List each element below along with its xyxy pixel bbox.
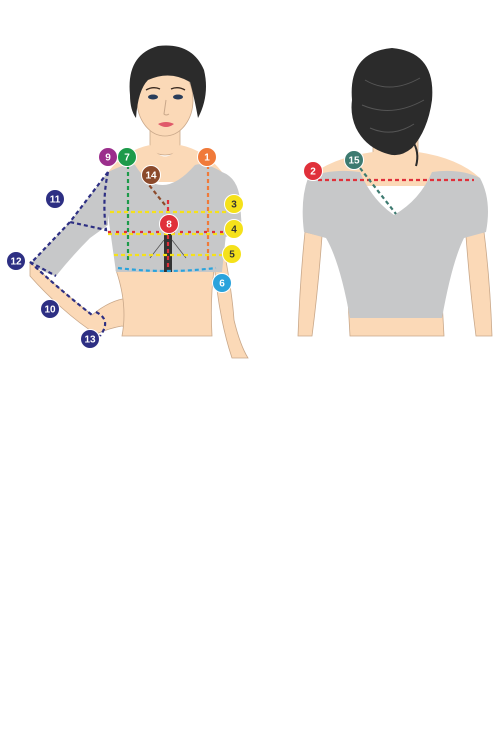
front-eye-left (148, 94, 158, 100)
back-hair-detail-1 (364, 77, 421, 88)
marker-9-circle (98, 147, 118, 167)
marker-2-badge: 2 (303, 161, 323, 181)
front-eyebrow-right (170, 87, 186, 91)
marker-9-badge: 9 (98, 147, 118, 167)
marker-4-label: 4 (231, 225, 237, 236)
back-right-arm (465, 231, 493, 337)
front-eyebrow-left (145, 87, 161, 91)
measurement-lines (29, 165, 474, 337)
marker-10-badge: 10 (40, 299, 60, 319)
marker-6-circle (212, 273, 232, 293)
marker-1-circle (197, 147, 217, 167)
back-blouse (302, 170, 488, 318)
marker-10-label: 10 (44, 305, 56, 316)
marker-3-badge: 3 (224, 194, 244, 214)
front-hair (129, 45, 206, 118)
marker-13-label: 13 (84, 335, 96, 346)
marker-12-badge: 12 (6, 251, 26, 271)
marker-8-circle (159, 214, 179, 234)
marker-9-label: 9 (105, 153, 111, 164)
marker-5-circle (222, 244, 242, 264)
front-midriff (115, 269, 215, 337)
marker-15-label: 15 (348, 156, 360, 167)
line-14 (144, 179, 166, 206)
marker-11-badge: 11 (45, 189, 65, 209)
marker-3-label: 3 (231, 200, 237, 211)
line-11 (31, 171, 109, 263)
marker-1-badge: 1 (197, 147, 217, 167)
front-eye-right (173, 94, 183, 100)
marker-5-label: 5 (229, 250, 235, 261)
marker-12-circle (6, 251, 26, 271)
front-right-arm (213, 238, 249, 359)
marker-11-label: 11 (50, 195, 61, 206)
marker-2-circle (303, 161, 323, 181)
marker-14-badge: 14 (141, 165, 161, 185)
marker-13-badge: 13 (80, 329, 100, 349)
marker-2-label: 2 (310, 167, 316, 178)
back-hair-detail-3 (369, 123, 415, 133)
marker-7-badge: 7 (117, 147, 137, 167)
marker-11-circle (45, 189, 65, 209)
marker-4-circle (224, 219, 244, 239)
marker-12-label: 12 (10, 257, 22, 268)
marker-6-label: 6 (219, 279, 225, 290)
marker-4-badge: 4 (224, 219, 244, 239)
back-left-arm (297, 231, 323, 337)
line-12 (29, 261, 57, 277)
marker-5-badge: 5 (222, 244, 242, 264)
front-lips (158, 122, 174, 127)
marker-8-label: 8 (166, 220, 172, 231)
marker-6-badge: 6 (212, 273, 232, 293)
marker-7-label: 7 (124, 153, 130, 164)
marker-8-badge: 8 (159, 214, 179, 234)
marker-1-label: 1 (204, 153, 210, 164)
line-10 (29, 261, 93, 316)
front-left-sleeve (32, 172, 108, 276)
line-15 (359, 167, 397, 215)
marker-3-circle (224, 194, 244, 214)
line-6 (117, 266, 217, 273)
marker-15-badge: 15 (344, 150, 364, 170)
marker-13-circle (80, 329, 100, 349)
back-figure (297, 48, 493, 337)
marker-14-label: 14 (145, 171, 157, 182)
back-hair-detail-2 (361, 99, 425, 111)
line-13 (95, 311, 107, 337)
back-hair-strand (411, 139, 419, 167)
marker-14-circle (141, 165, 161, 185)
line-9 (69, 171, 110, 232)
marker-15-circle (344, 150, 364, 170)
front-nose (163, 99, 170, 116)
marker-10-circle (40, 299, 60, 319)
front-dart-right (171, 239, 187, 259)
